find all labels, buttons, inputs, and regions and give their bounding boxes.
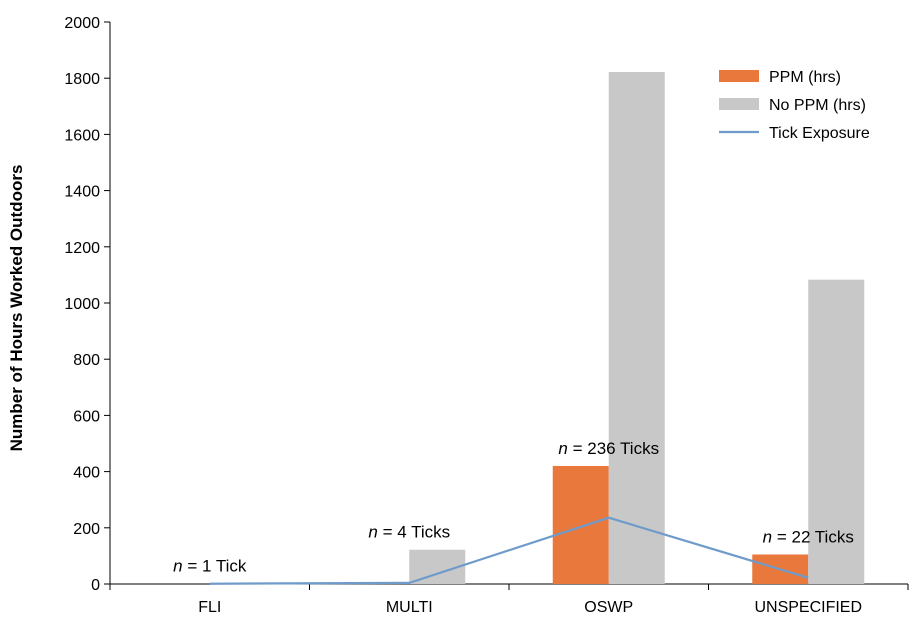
annotation-label: n = 4 Ticks <box>368 523 450 542</box>
y-tick-label: 1000 <box>64 296 100 313</box>
x-tick-label: MULTI <box>386 599 433 616</box>
legend-item: No PPM (hrs) <box>719 97 866 114</box>
y-tick-label: 2000 <box>64 15 100 32</box>
legend: PPM (hrs) No PPM (hrs) Tick Exposure <box>719 69 870 142</box>
bars <box>409 72 865 584</box>
legend-label: No PPM (hrs) <box>769 97 866 114</box>
y-axis: 0 200 400 600 800 1000 1200 1400 1600 1800 2000 <box>64 15 111 594</box>
y-tick-label: 1600 <box>64 127 100 144</box>
y-tick-label: 400 <box>73 465 100 482</box>
bar-no-ppm <box>808 279 865 584</box>
annotation-label: n = 236 Ticks <box>558 439 659 458</box>
annotation-label: n = 1 Tick <box>173 557 247 576</box>
legend-swatch <box>719 98 759 110</box>
y-tick-label: 0 <box>91 577 100 594</box>
x-tick-label: FLI <box>198 599 221 616</box>
tick-exposure-line <box>209 516 809 585</box>
bar-ppm <box>552 465 609 584</box>
bar-no-ppm <box>608 72 665 584</box>
y-tick-label: 1400 <box>64 184 100 201</box>
y-axis-label: Number of Hours Worked Outdoors <box>7 165 26 452</box>
annotations: n = 1 Tick n = 4 Ticks n = 236 Ticks n = 22… <box>173 439 854 576</box>
y-tick-label: 600 <box>73 408 100 425</box>
x-tick-label: OSWP <box>584 599 633 616</box>
tick-exposure-line-group <box>209 516 809 585</box>
legend-item: PPM (hrs) <box>719 69 841 86</box>
x-axis: FLI MULTI OSWP UNSPECIFIED <box>109 583 909 616</box>
y-tick-label: 800 <box>73 352 100 369</box>
y-tick-label: 1800 <box>64 71 100 88</box>
y-tick-label: 200 <box>73 521 100 538</box>
x-tick-label: UNSPECIFIED <box>754 599 862 616</box>
legend-item: Tick Exposure <box>719 125 870 142</box>
legend-label: PPM (hrs) <box>769 69 841 86</box>
annotation-label: n = 22 Ticks <box>763 527 854 546</box>
legend-label: Tick Exposure <box>769 125 870 142</box>
legend-swatch <box>719 70 759 82</box>
y-tick-label: 1200 <box>64 240 100 257</box>
